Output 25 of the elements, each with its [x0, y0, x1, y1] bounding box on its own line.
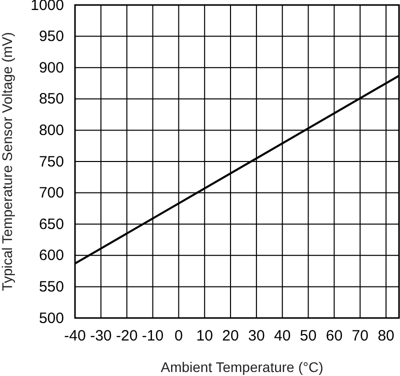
y-tick-label: 600 — [38, 247, 64, 264]
x-tick-label: 30 — [248, 328, 265, 345]
y-tick-label: 750 — [38, 153, 64, 170]
y-tick-label: 950 — [38, 28, 64, 46]
x-tick-label: -40 — [64, 328, 86, 345]
x-tick-label: -30 — [90, 328, 112, 345]
x-tick-label: 80 — [378, 328, 394, 345]
x-tick-label: -10 — [142, 328, 164, 345]
x-tick-label: 0 — [174, 328, 183, 345]
y-tick-label: 800 — [38, 122, 64, 139]
x-tick-label: -20 — [116, 328, 138, 345]
y-tick-label: 700 — [38, 184, 64, 202]
y-tick-label: 900 — [38, 59, 64, 76]
y-tick-label: 650 — [38, 216, 64, 233]
x-axis-title: Ambient Temperature (°C) — [160, 359, 324, 375]
x-tick-label: 60 — [326, 328, 343, 345]
x-tick-label: 70 — [352, 328, 368, 345]
y-tick-label: 500 — [38, 310, 64, 327]
x-tick-label: 10 — [196, 328, 213, 345]
y-axis-title: Typical Temperature Sensor Voltage (mV) — [0, 32, 15, 291]
x-tick-label: 40 — [274, 328, 291, 345]
y-tick-label: 550 — [38, 278, 64, 296]
x-tick-label: 20 — [222, 328, 239, 345]
x-tick-label: 50 — [300, 328, 317, 345]
y-tick-label: 850 — [38, 90, 64, 108]
